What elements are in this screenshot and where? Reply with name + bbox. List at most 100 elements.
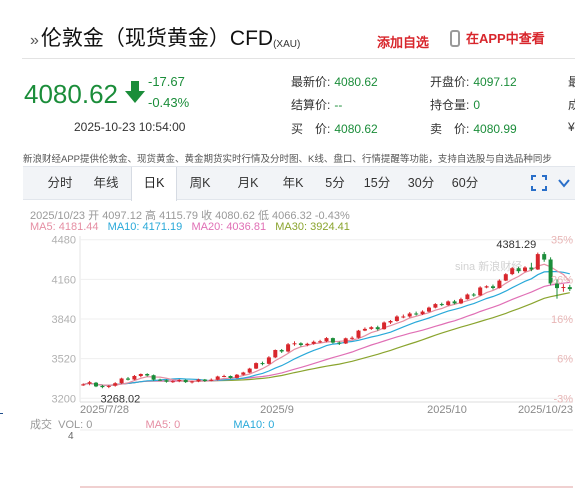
candle [241, 371, 246, 376]
candle-body [497, 280, 502, 288]
candle-body [215, 376, 220, 380]
x-tick-label: 2025/10 [427, 404, 467, 416]
ohlc-high: 4115.79 [159, 210, 199, 222]
candle-body [369, 327, 374, 329]
candlestick-chart[interactable]: sina 新浪财经 4480 4160 3840 3520 3200 35% 26% 16%… [0, 230, 575, 489]
candle-body [100, 385, 105, 388]
candle [228, 375, 233, 379]
candle [394, 315, 399, 322]
candle [100, 384, 105, 389]
page-title: »伦敦金（现货黄金）CFD(XAU) [30, 22, 300, 52]
candle [465, 293, 470, 300]
tab-weekly-k[interactable]: 周K [189, 176, 211, 190]
add-favorite-link[interactable]: 添加自选 [377, 35, 430, 50]
candle-body [523, 267, 527, 272]
candle-body [407, 313, 412, 317]
candle-body [138, 374, 143, 376]
tab-30min[interactable]: 30分 [407, 176, 435, 190]
candle [330, 337, 335, 344]
right-tick-label: 16% [551, 314, 573, 326]
quote-value: 4097.12 [473, 75, 517, 89]
tab-monthly-k[interactable]: 月K [237, 176, 259, 190]
quote-label: 卖 价: [430, 122, 470, 136]
y-tick-label: 4160 [52, 274, 76, 286]
candle [375, 325, 380, 331]
tab-15min[interactable]: 15分 [363, 176, 391, 190]
fullscreen-icon[interactable] [531, 175, 547, 191]
tab-5min[interactable]: 5分 [325, 176, 345, 190]
candle [529, 262, 534, 272]
ohlc-high-label: 高 [145, 210, 157, 222]
candle [318, 339, 323, 344]
down-arrow-icon [125, 81, 145, 103]
header-divider [22, 58, 575, 59]
candle [94, 381, 98, 388]
candle-body [81, 384, 86, 386]
candle-body [202, 379, 207, 381]
instrument-code: (XAU) [273, 39, 301, 50]
quote-value: 4080.99 [473, 122, 517, 136]
candle [273, 349, 278, 359]
candle [567, 284, 572, 291]
quote-value: 4080.62 [334, 122, 378, 136]
y-tick-label: 3200 [52, 393, 76, 405]
volume-legend: 成交 VOL: 0 MA5: 0 MA10: 0 [30, 416, 274, 432]
tab-yearly-k[interactable]: 年K [282, 176, 304, 190]
tab-daily-k[interactable]: 日K [131, 167, 177, 201]
tab-yearly-line[interactable]: 年线 [93, 176, 119, 190]
chevron-down-icon[interactable] [556, 175, 572, 191]
candle [478, 286, 483, 296]
candle [548, 257, 553, 286]
max-price-label: 4381.29 [496, 239, 536, 251]
volume-axis-value: 4 [68, 431, 74, 442]
candle-body [516, 268, 521, 272]
quote-ask: 卖 价: 4080.99 [430, 120, 517, 137]
candle-body [170, 381, 175, 383]
ohlc-info: 2025/10/23 开 4097.12 高 4115.79 收 4080.62… [30, 207, 350, 223]
chevron-icon: » [30, 32, 39, 49]
candle [138, 373, 143, 378]
candle [324, 337, 329, 343]
candle [196, 378, 201, 383]
quote-label: 持仓量: [430, 98, 470, 112]
candle [561, 284, 566, 292]
candles [81, 251, 572, 389]
candle-body [132, 376, 137, 380]
candle-body [542, 254, 547, 260]
tab-60min[interactable]: 60分 [451, 176, 479, 190]
tab-intraday[interactable]: 分时 [47, 176, 73, 190]
candle [190, 380, 195, 384]
ohlc-low: 4066.32 [272, 210, 312, 222]
view-in-app-link[interactable]: 在APP中查看 [450, 28, 545, 47]
candle [510, 267, 515, 276]
candle [459, 297, 463, 305]
candle [113, 382, 118, 387]
candle [356, 329, 361, 339]
candle-body [452, 301, 457, 304]
ma-legend: MA5: 4181.44 MA10: 4171.19 MA20: 4036.81… [30, 221, 350, 233]
candle-body [119, 378, 124, 384]
price-change-percent: -0.43% [148, 95, 190, 110]
candle-body [529, 267, 534, 270]
ohlc-date: 2025/10/23 [30, 210, 86, 222]
candle-body [228, 376, 233, 378]
candle-body [394, 316, 399, 321]
right-tick-label: 6% [557, 354, 573, 366]
candle-body [196, 379, 201, 382]
candle [209, 378, 214, 382]
candle-body [555, 283, 559, 289]
candle [222, 374, 227, 378]
x-tick-label: 2025/10/23 [518, 404, 573, 416]
ma20-line [83, 281, 570, 386]
right-tick-label: 26% [551, 274, 573, 286]
candle [555, 279, 559, 299]
feature-notice: 新浪财经APP提供伦敦金、现货黄金、黄金期货实时行情及分时图、K线、盘口、行情提… [23, 154, 552, 165]
candle-body [273, 350, 278, 358]
last-price: 4080.62 [24, 79, 118, 109]
candle [439, 302, 444, 307]
moving-average-lines [83, 263, 571, 386]
ma10-line [83, 271, 570, 386]
candle [542, 251, 547, 262]
candle-body [151, 375, 156, 380]
view-in-app-label: 在APP中查看 [466, 31, 545, 46]
